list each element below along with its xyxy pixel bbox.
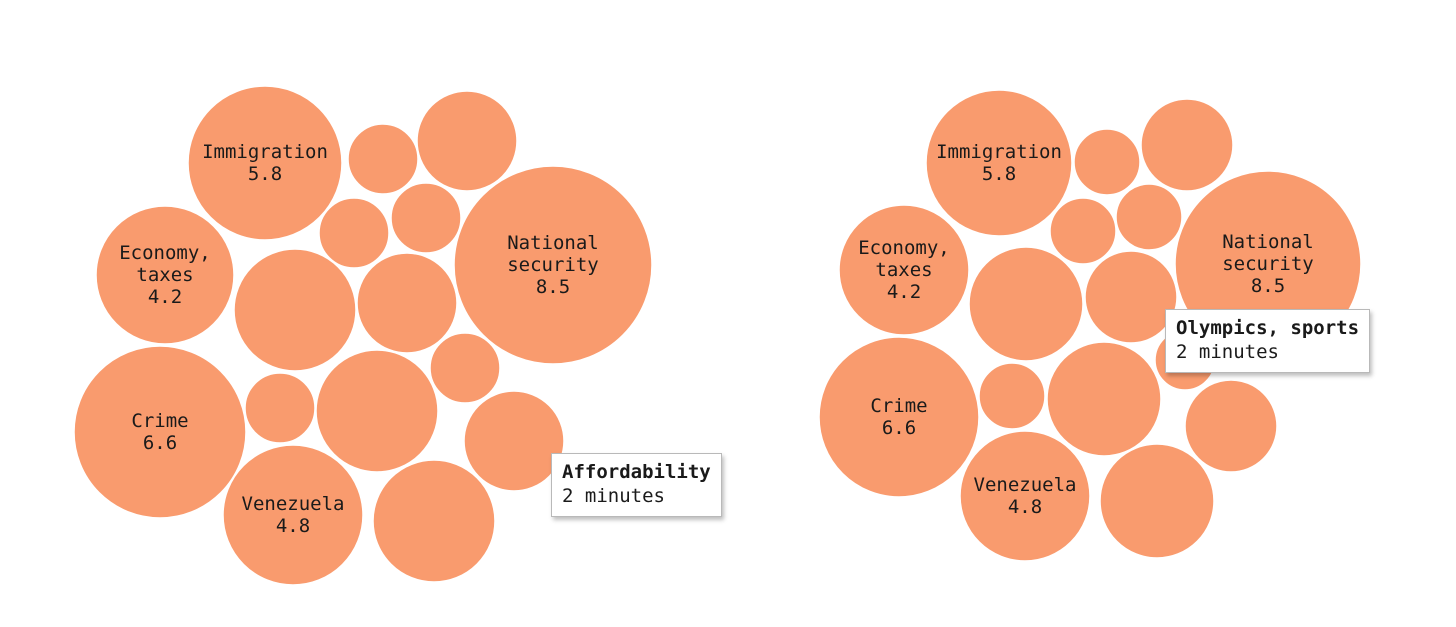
bubble-left-unlabeled-9[interactable] xyxy=(315,349,439,473)
bubble-right-national-security-label: National xyxy=(1222,231,1314,253)
bubble-right-venezuela[interactable] xyxy=(959,430,1091,562)
tooltip-left-value: 2 minutes xyxy=(562,485,665,507)
bubble-right-immigration-value: 5.8 xyxy=(982,163,1016,185)
bubble-right-unlabeled-6[interactable] xyxy=(1084,250,1178,344)
bubble-left-venezuela-label: Venezuela xyxy=(242,493,345,515)
bubble-left-national-security[interactable] xyxy=(453,165,653,365)
bubble-left-national-security-label: security xyxy=(507,254,599,276)
bubble-right-unlabeled-3[interactable] xyxy=(1049,197,1117,265)
bubble-right-unlabeled-11[interactable] xyxy=(1099,443,1215,559)
bubble-right-venezuela-label: Venezuela xyxy=(974,474,1077,496)
bubble-right-economy-taxes-label: taxes xyxy=(875,259,932,281)
bubble-right-unlabeled-10[interactable] xyxy=(1184,379,1278,473)
tooltip-left: Affordability 2 minutes xyxy=(551,453,722,517)
tooltip-right-value: 2 minutes xyxy=(1176,341,1279,363)
bubble-left-unlabeled-4[interactable] xyxy=(390,182,462,254)
bubble-right-unlabeled-1[interactable] xyxy=(1073,128,1141,196)
bubble-left-immigration[interactable] xyxy=(187,85,343,241)
bubble-right-immigration[interactable] xyxy=(925,89,1073,237)
bubble-left-unlabeled-1[interactable] xyxy=(347,123,419,195)
bubble-right-economy-taxes-value: 4.2 xyxy=(887,281,921,303)
bubble-left-unlabeled-3[interactable] xyxy=(318,197,390,269)
bubble-left-crime-label: Crime xyxy=(131,410,188,432)
bubble-right-immigration-label: Immigration xyxy=(936,141,1062,163)
bubble-left-venezuela[interactable] xyxy=(222,444,364,586)
bubble-left-economy-taxes-label: Economy, xyxy=(119,242,211,264)
tooltip-left-topic: Affordability xyxy=(562,461,711,483)
tooltip-right-topic: Olympics, sports xyxy=(1176,317,1360,339)
tooltip-right: Olympics, sports 2 minutes xyxy=(1165,309,1371,373)
bubble-left-economy-taxes-label: taxes xyxy=(136,264,193,286)
bubble-left-crime[interactable] xyxy=(73,345,247,519)
bubble-right-crime-value: 6.6 xyxy=(882,417,916,439)
bubble-left-immigration-value: 5.8 xyxy=(248,163,282,185)
bubble-right-national-security-value: 8.5 xyxy=(1251,275,1285,297)
bubble-left-national-security-value: 8.5 xyxy=(536,276,570,298)
bubble-left-unlabeled-5[interactable] xyxy=(233,248,357,372)
bubble-right-crime-label: Crime xyxy=(870,395,927,417)
bubble-right-unlabeled-5[interactable] xyxy=(968,246,1084,362)
bubble-left-national-security-label: National xyxy=(507,232,599,254)
bubble-right-unlabeled-8[interactable] xyxy=(978,362,1046,430)
bubble-left-venezuela-value: 4.8 xyxy=(276,515,310,537)
bubble-left-unlabeled-6[interactable] xyxy=(356,252,458,354)
bubble-left-unlabeled-2[interactable] xyxy=(416,90,518,192)
bubble-left-unlabeled-8[interactable] xyxy=(244,372,316,444)
bubble-left-crime-value: 6.6 xyxy=(143,432,177,454)
bubble-left-unlabeled-11[interactable] xyxy=(372,459,496,583)
bubble-left-immigration-label: Immigration xyxy=(202,141,328,163)
bubble-right-venezuela-value: 4.8 xyxy=(1008,496,1042,518)
bubble-left-economy-taxes[interactable] xyxy=(95,205,235,345)
bubble-left-unlabeled-10[interactable] xyxy=(463,390,565,492)
bubble-right-economy-taxes[interactable] xyxy=(838,204,970,336)
bubble-right-national-security-label: security xyxy=(1222,253,1314,275)
bubble-right-crime[interactable] xyxy=(818,336,980,498)
bubble-right-unlabeled-2[interactable] xyxy=(1140,98,1234,192)
bubble-right-economy-taxes-label: Economy, xyxy=(858,237,950,259)
bubble-left-unlabeled-7[interactable] xyxy=(429,332,501,404)
bubble-right-unlabeled-4[interactable] xyxy=(1115,183,1183,251)
bubble-right-unlabeled-9[interactable] xyxy=(1046,341,1162,457)
bubble-left-economy-taxes-value: 4.2 xyxy=(148,286,182,308)
